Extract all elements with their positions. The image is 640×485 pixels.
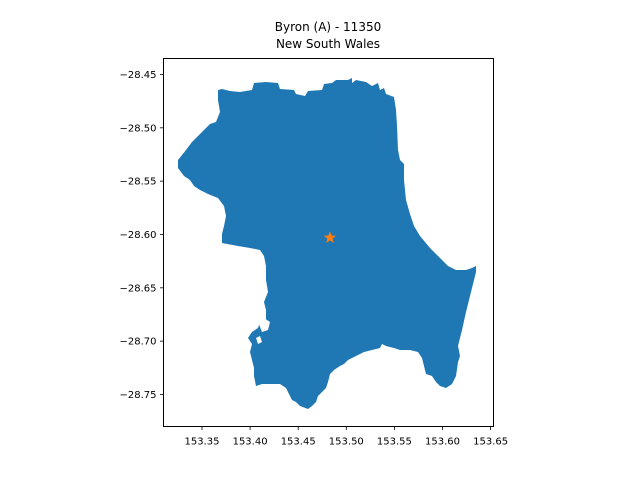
axes-frame [163, 58, 494, 427]
y-tick-label: −28.65 [119, 283, 156, 294]
x-tick-label: 153.60 [425, 437, 460, 448]
x-tick-label: 153.55 [377, 437, 412, 448]
x-tick-label: 153.65 [473, 437, 508, 448]
x-axis-ticks: 153.35 153.40 153.45 153.50 153.55 153.60 153.… [184, 426, 508, 448]
y-tick-label: −28.50 [119, 123, 156, 134]
x-tick-label: 153.35 [184, 437, 219, 448]
x-tick-label: 153.50 [329, 437, 364, 448]
y-tick-label: −28.70 [119, 337, 156, 348]
x-tick-label: 153.45 [281, 437, 316, 448]
region-polygon [178, 78, 476, 409]
region-notch [258, 318, 270, 332]
y-axis-ticks: −28.45 −28.50 −28.55 −28.60 −28.65 −28.70 −28.… [119, 70, 164, 401]
y-tick-label: −28.45 [119, 70, 156, 81]
star-icon [323, 231, 337, 243]
map-title-line2: New South Wales [276, 37, 380, 51]
x-tick-label: 153.40 [233, 437, 268, 448]
y-tick-label: −28.75 [119, 390, 156, 401]
region-notch [256, 336, 262, 344]
map-title-line1: Byron (A) - 11350 [275, 20, 381, 34]
y-tick-label: −28.60 [119, 230, 156, 241]
y-tick-label: −28.55 [119, 177, 156, 188]
